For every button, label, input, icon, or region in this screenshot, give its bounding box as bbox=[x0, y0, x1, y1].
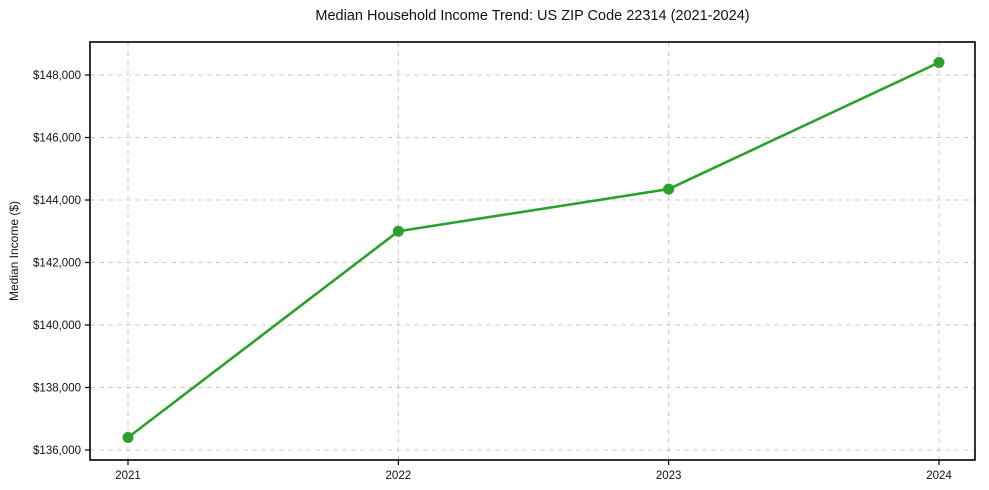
y-tick-label: $144,000 bbox=[33, 195, 81, 207]
data-point bbox=[122, 432, 134, 443]
series-line bbox=[126, 61, 941, 439]
data-point bbox=[663, 183, 675, 195]
x-tick-label: 2021 bbox=[115, 470, 141, 482]
y-tick-label: $140,000 bbox=[33, 320, 81, 332]
y-tick-label: $136,000 bbox=[33, 445, 81, 457]
y-tick-label: $138,000 bbox=[33, 383, 81, 395]
plot-border bbox=[89, 41, 976, 461]
y-tick-label: $148,000 bbox=[33, 70, 81, 82]
data-point bbox=[933, 57, 945, 68]
x-tick-label: 2022 bbox=[386, 470, 412, 482]
x-tick-label: 2023 bbox=[656, 470, 682, 482]
data-point bbox=[392, 225, 404, 237]
x-tick-label: 2024 bbox=[926, 470, 952, 482]
y-tick-label: $142,000 bbox=[33, 258, 81, 270]
y-tick-label: $146,000 bbox=[33, 133, 81, 145]
chart-title: Median Household Income Trend: US ZIP Co… bbox=[315, 8, 750, 24]
